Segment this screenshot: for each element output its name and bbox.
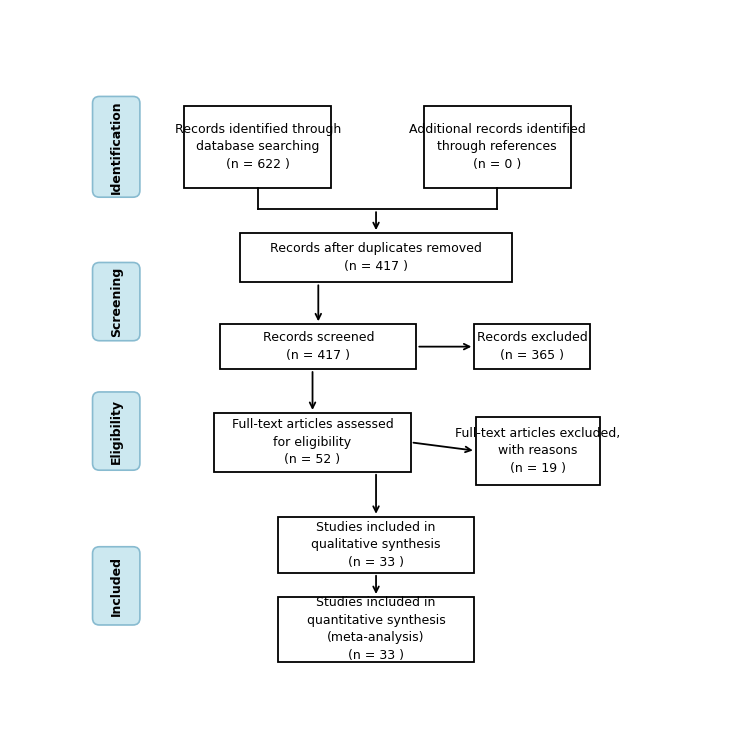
Bar: [241, 233, 512, 282]
Text: Full-text articles excluded,
with reasons
(n = 19 ): Full-text articles excluded, with reason…: [455, 427, 621, 474]
Text: Records after duplicates removed
(n = 417 ): Records after duplicates removed (n = 41…: [270, 243, 482, 273]
Text: Studies included in
qualitative synthesis
(n = 33 ): Studies included in qualitative synthesi…: [311, 520, 441, 569]
Bar: [278, 596, 474, 662]
Text: Screening: Screening: [110, 267, 123, 337]
Bar: [215, 413, 410, 472]
Text: Eligibility: Eligibility: [110, 398, 123, 463]
Bar: [278, 517, 474, 573]
Bar: [475, 417, 600, 485]
FancyBboxPatch shape: [92, 547, 140, 625]
Text: Records identified through
database searching
(n = 622 ): Records identified through database sear…: [174, 123, 340, 171]
Text: Identification: Identification: [110, 100, 123, 194]
Bar: [184, 106, 332, 188]
Bar: [424, 106, 571, 188]
Bar: [474, 324, 590, 369]
FancyBboxPatch shape: [92, 262, 140, 341]
Text: Additional records identified
through references
(n = 0 ): Additional records identified through re…: [409, 123, 586, 171]
Text: Included: Included: [110, 556, 123, 616]
Text: Studies included in
quantitative synthesis
(meta-analysis)
(n = 33 ): Studies included in quantitative synthes…: [307, 596, 446, 662]
Text: Records excluded
(n = 365 ): Records excluded (n = 365 ): [477, 331, 587, 362]
Bar: [220, 324, 416, 369]
Text: Records screened
(n = 417 ): Records screened (n = 417 ): [262, 331, 374, 362]
FancyBboxPatch shape: [92, 392, 140, 470]
FancyBboxPatch shape: [92, 96, 140, 197]
Text: Full-text articles assessed
for eligibility
(n = 52 ): Full-text articles assessed for eligibil…: [232, 418, 393, 466]
